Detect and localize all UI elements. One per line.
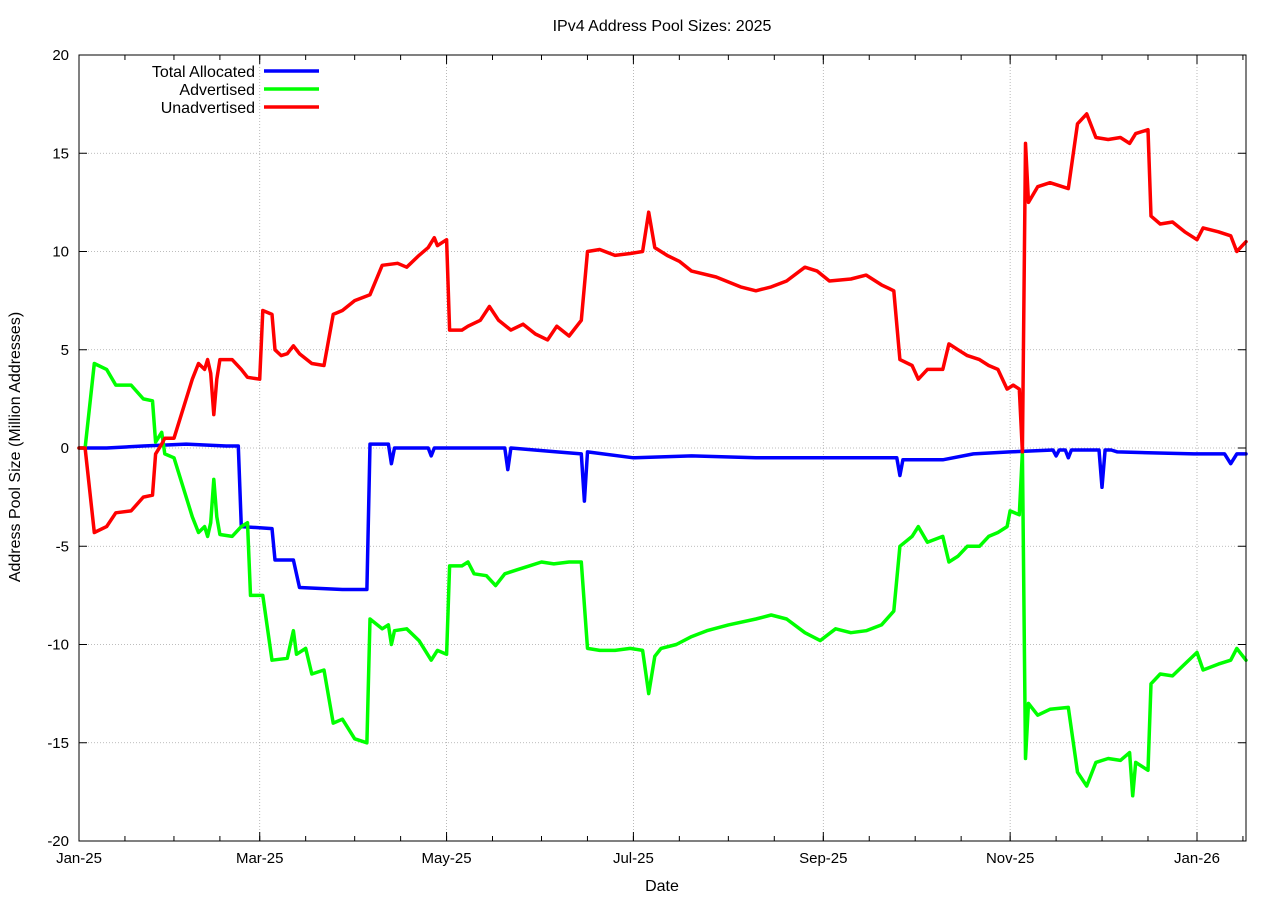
x-tick-label: Nov-25: [986, 850, 1034, 867]
legend-label-total-allocated: Total Allocated: [152, 64, 255, 81]
x-tick-label: Jul-25: [613, 850, 654, 867]
grid: [79, 55, 1246, 841]
y-axis: 20 15 10 5 0 -5 -10 -15 -20: [47, 47, 1246, 850]
y-tick-label: -15: [47, 735, 69, 752]
x-tick-label: Jan-26: [1174, 850, 1220, 867]
legend-label-unadvertised: Unadvertised: [161, 100, 255, 117]
y-tick-label: -5: [56, 538, 69, 555]
y-tick-label: 0: [61, 440, 69, 457]
plot-frame: [78, 54, 1247, 842]
x-tick-label: Mar-25: [236, 850, 284, 867]
y-tick-label: 10: [52, 244, 69, 261]
series-line-unadvertised: [77, 112, 1248, 535]
series-line-total-allocated: [77, 442, 1248, 592]
x-tick-label: Jan-25: [56, 850, 102, 867]
x-axis-title: Date: [645, 878, 679, 895]
y-tick-label: 20: [52, 47, 69, 64]
x-tick-label: Sep-25: [799, 850, 847, 867]
y-tick-label: -10: [47, 637, 69, 654]
y-axis-title: Address Pool Size (Million Addresses): [7, 312, 24, 582]
chart-title: IPv4 Address Pool Sizes: 2025: [553, 18, 772, 35]
y-tick-label: 5: [61, 342, 69, 359]
x-tick-label: May-25: [422, 850, 472, 867]
series-line-advertised: [77, 361, 1248, 798]
x-axis: Jan-25 Mar-25 May-25 Jul-25 Sep-25 Nov-25 Jan-…: [56, 55, 1244, 867]
y-tick-label: -20: [47, 833, 69, 850]
series-group: [77, 112, 1248, 798]
y-tick-label: 15: [52, 145, 69, 162]
legend-label-advertised: Advertised: [179, 82, 255, 99]
